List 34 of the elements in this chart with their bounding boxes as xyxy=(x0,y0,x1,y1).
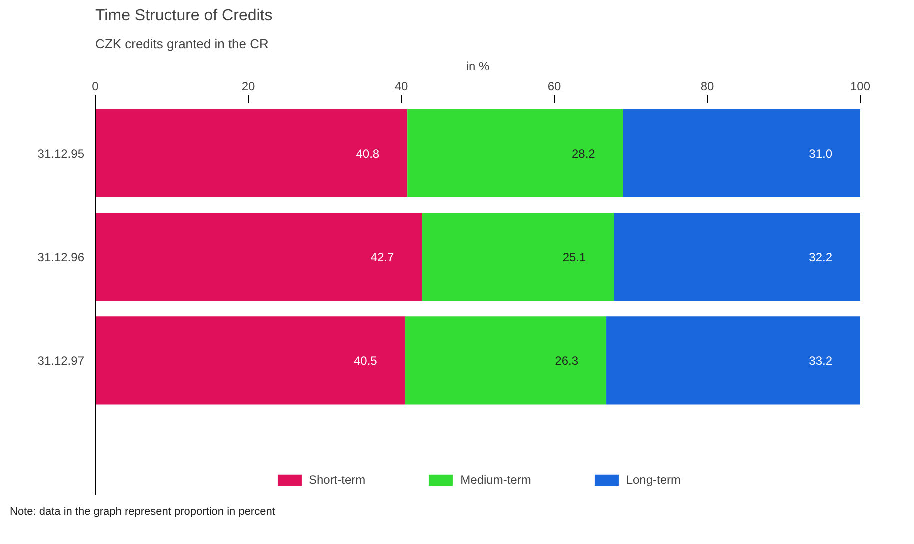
bar xyxy=(623,109,860,198)
data-label: 42.7 xyxy=(370,250,394,265)
data-label: 31.0 xyxy=(809,146,833,161)
data-label: 28.2 xyxy=(572,146,596,161)
text: Note: data in the graph represent proportion in percent xyxy=(10,505,276,520)
bar xyxy=(96,212,422,302)
chart-subtitle: CZK credits granted in the CR xyxy=(96,36,269,52)
data-label: 33.2 xyxy=(809,354,833,368)
bar xyxy=(408,109,624,198)
x-tick-label: 100 xyxy=(850,80,871,94)
legend-label: Medium-term xyxy=(460,473,532,487)
legend-label: Short-term xyxy=(308,473,366,487)
data-label: 32.2 xyxy=(809,250,833,265)
data-label: 40.5 xyxy=(354,354,378,368)
x-tick-label: 40 xyxy=(394,80,408,94)
data-label: 40.8 xyxy=(356,146,380,161)
data-label: 26.3 xyxy=(555,354,579,368)
bar xyxy=(405,316,607,405)
x-tick-label: 20 xyxy=(242,80,256,94)
bar xyxy=(96,109,408,198)
chart-title: Time Structure of Credits xyxy=(96,8,273,24)
y-tick-label: 31.12.96 xyxy=(38,250,85,265)
legend-label: Long-term xyxy=(626,473,682,487)
y-tick-label: 31.12.95 xyxy=(38,146,85,161)
x-tick-label: 0 xyxy=(92,80,100,94)
x-tick-label: 80 xyxy=(700,80,714,94)
x-axis-title: in % xyxy=(466,60,490,74)
x-tick-label: 60 xyxy=(548,80,562,94)
y-tick-label: 31.12.97 xyxy=(38,354,85,368)
bar xyxy=(614,212,860,302)
data-label: 25.1 xyxy=(562,250,586,265)
bar xyxy=(96,316,406,405)
bar xyxy=(606,316,860,405)
bar xyxy=(422,212,614,302)
